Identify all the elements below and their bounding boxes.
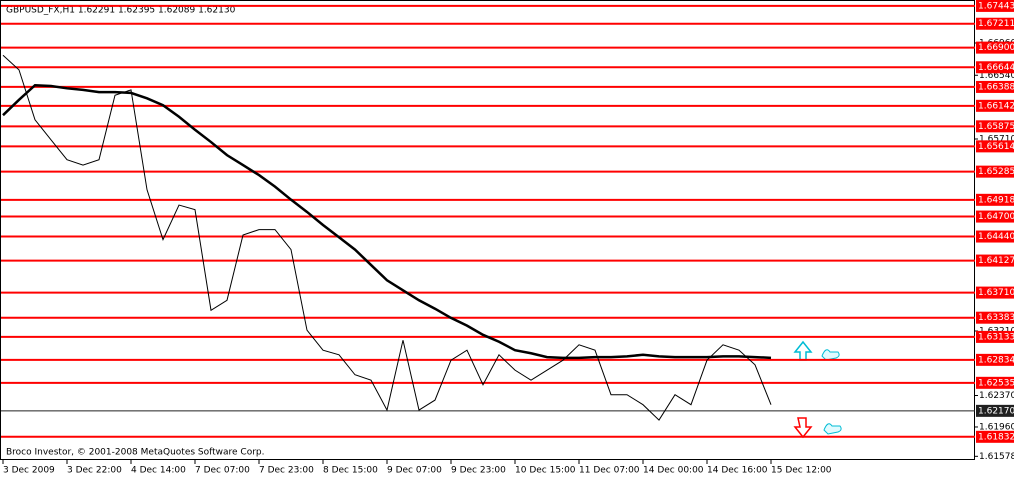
y-tick-label: 1.65710 xyxy=(979,134,1014,144)
plot-frame xyxy=(0,0,975,460)
level-label: 1.63383 xyxy=(978,313,1014,323)
y-tick-label: 1.66540 xyxy=(979,71,1014,81)
level-label: 1.65875 xyxy=(978,122,1014,132)
chart-title: GBPUSD_FX,H1 1.62291 1.62395 1.62089 1.6… xyxy=(6,6,236,16)
price-line xyxy=(2,83,772,360)
level-label-bg xyxy=(976,193,1014,206)
level-label: 1.66388 xyxy=(978,82,1014,92)
level-label-bg xyxy=(976,99,1014,112)
level-label-bg xyxy=(976,80,1014,93)
x-tick-label: 7 Dec 07:00 xyxy=(195,466,250,476)
copyright: Broco Investor, © 2001-2008 MetaQuotes S… xyxy=(6,448,265,458)
level-label-bg xyxy=(976,140,1014,153)
level-label: 1.67443 xyxy=(978,1,1014,11)
level-label-bg xyxy=(976,311,1014,324)
level-label-bg xyxy=(976,376,1014,389)
level-label: 1.65285 xyxy=(978,167,1014,177)
x-tick-label: 14 Dec 00:00 xyxy=(643,466,704,476)
x-tick-label: 10 Dec 15:00 xyxy=(515,466,576,476)
level-label: 1.67211 xyxy=(978,19,1014,29)
level-label: 1.62834 xyxy=(978,355,1014,365)
y-tick-label: 1.61578 xyxy=(979,452,1014,462)
level-label-bg xyxy=(976,17,1014,30)
x-tick-label: 9 Dec 07:00 xyxy=(387,466,442,476)
signal-down xyxy=(793,417,842,439)
level-label-bg xyxy=(976,61,1014,74)
level-label-bg xyxy=(976,330,1014,343)
level-label-bg xyxy=(976,430,1014,443)
level-label-bg xyxy=(976,230,1014,243)
x-tick-label: 3 Dec 2009 xyxy=(3,466,55,476)
level-label: 1.64440 xyxy=(978,232,1014,242)
level-label: 1.62535 xyxy=(978,378,1014,388)
level-label: 1.63710 xyxy=(978,288,1014,298)
x-tick-label: 14 Dec 16:00 xyxy=(707,466,768,476)
x-tick-label: 8 Dec 15:00 xyxy=(323,466,378,476)
x-tick-label: 9 Dec 23:00 xyxy=(451,466,506,476)
x-tick-label: 15 Dec 12:00 xyxy=(771,466,832,476)
level-label: 1.66142 xyxy=(978,101,1014,111)
level-label-bg xyxy=(976,286,1014,299)
x-tick-label: 11 Dec 07:00 xyxy=(579,466,640,476)
level-label: 1.61832 xyxy=(978,432,1014,442)
level-label-bg xyxy=(976,404,1014,417)
level-label-bg xyxy=(976,120,1014,133)
signal-up xyxy=(793,340,840,361)
level-label: 1.66644 xyxy=(978,63,1014,73)
level-label: 1.63133 xyxy=(978,332,1014,342)
price-line xyxy=(2,54,772,421)
level-label-bg xyxy=(976,165,1014,178)
level-label: 1.66900 xyxy=(978,43,1014,53)
level-label-bg xyxy=(976,41,1014,54)
x-tick-label: 7 Dec 23:00 xyxy=(259,466,314,476)
level-label: 1.64127 xyxy=(978,256,1014,266)
level-label-bg xyxy=(976,210,1014,223)
level-label-bg xyxy=(976,0,1014,12)
level-label: 1.62170 xyxy=(978,406,1014,416)
level-label-bg xyxy=(976,353,1014,366)
x-tick-label: 3 Dec 22:00 xyxy=(67,466,122,476)
y-tick-label: 1.62370 xyxy=(979,391,1014,401)
y-tick-label: 1.61960 xyxy=(979,422,1014,432)
level-label: 1.65614 xyxy=(978,142,1014,152)
level-label-bg xyxy=(976,254,1014,267)
level-label: 1.64700 xyxy=(978,212,1014,222)
x-tick-label: 4 Dec 14:00 xyxy=(131,466,186,476)
level-label: 1.64918 xyxy=(978,195,1014,205)
